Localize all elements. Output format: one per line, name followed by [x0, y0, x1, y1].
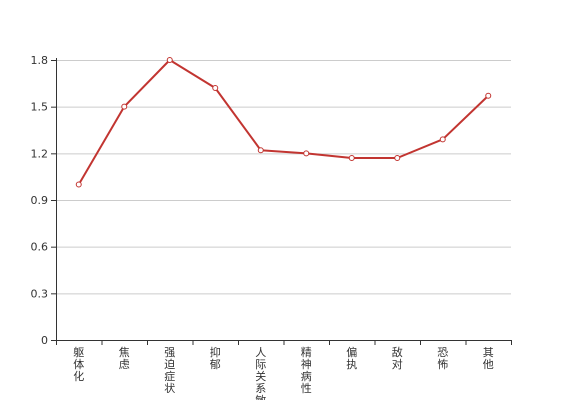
x-tick-label: 焦虑	[119, 346, 130, 371]
x-tick-label: 恐怖	[437, 346, 448, 371]
x-tick-label: 躯体化	[73, 346, 84, 383]
axes	[51, 58, 512, 345]
x-tick-labels: 躯体化 焦虑 强迫症状 抑郁 人际关系敏感 精神病性 偏执 敌对 恐怖 其他	[73, 345, 494, 400]
y-tick-labels: 0 0.3 0.6 0.9 1.2 1.5 1.8	[31, 54, 49, 347]
data-point[interactable]	[121, 103, 128, 110]
y-tick-label: 0.3	[31, 287, 49, 300]
data-point[interactable]	[348, 155, 355, 161]
x-tick-label: 其他	[483, 346, 494, 371]
data-point[interactable]	[166, 57, 173, 63]
data-point[interactable]	[394, 155, 401, 161]
x-tick-label: 偏执	[346, 345, 357, 371]
x-tick-label: 人际关系敏感	[255, 346, 266, 400]
data-point[interactable]	[212, 85, 219, 91]
series	[75, 57, 492, 188]
x-tick-label: 强迫症状	[164, 346, 175, 395]
series-line	[77, 59, 489, 185]
data-point[interactable]	[439, 136, 446, 143]
x-tick-label: 精神病性	[301, 346, 312, 395]
grid-lines	[56, 60, 511, 295]
data-point[interactable]	[485, 92, 492, 99]
x-tick-label: 敌对	[392, 345, 403, 371]
y-tick-label: 0	[41, 334, 48, 347]
data-point[interactable]	[303, 150, 310, 157]
y-tick-label: 1.2	[31, 147, 49, 160]
data-point[interactable]	[257, 147, 264, 154]
x-tick-label: 抑郁	[210, 345, 221, 371]
y-tick-label: 0.6	[31, 241, 49, 254]
y-tick-label: 1.5	[31, 101, 49, 114]
y-tick-label: 0.9	[31, 194, 49, 207]
y-tick-label: 1.8	[31, 54, 49, 67]
data-point[interactable]	[75, 181, 82, 188]
